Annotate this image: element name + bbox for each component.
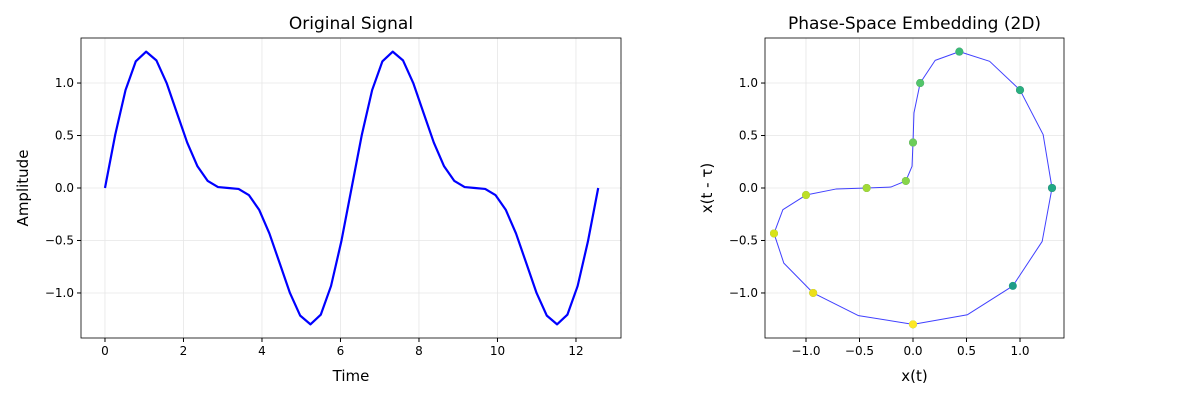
x-tick-label: 2 xyxy=(180,344,188,358)
x-tick-label: 0.0 xyxy=(903,344,922,358)
scatter-point xyxy=(1016,86,1025,95)
x-tick-label: 6 xyxy=(337,344,345,358)
scatter-point xyxy=(909,138,918,147)
y-tick-label: 1.0 xyxy=(739,76,758,90)
y-tick-label: −0.5 xyxy=(729,233,758,247)
chart-title: Phase-Space Embedding (2D) xyxy=(788,14,1041,34)
y-axis-label: x(t - τ) xyxy=(698,163,716,213)
y-tick-label: 0.5 xyxy=(739,129,758,143)
subplot: −1.0 −0.5 0.0 0.5 1.0 −1.0 −0.5 0.0 0.5 1.0 Phase-… xyxy=(698,14,1065,385)
axes-frame xyxy=(80,37,622,339)
y-tick-label: 0.0 xyxy=(739,181,758,195)
x-tick-label: −0.5 xyxy=(845,344,874,358)
y-tick-label: 0.5 xyxy=(55,129,74,143)
x-tick-label: 12 xyxy=(568,344,583,358)
scatter-point xyxy=(955,47,964,56)
data-line xyxy=(103,50,600,326)
scatter-point xyxy=(916,79,925,88)
scatter-point xyxy=(1048,184,1057,192)
y-tick-label: 1.0 xyxy=(55,76,74,90)
axes-frame xyxy=(764,37,1065,339)
x-tick-label: 8 xyxy=(415,344,423,358)
scatter-point xyxy=(862,184,871,192)
chart-title: Original Signal xyxy=(289,14,413,34)
x-tick-label: 0 xyxy=(101,344,109,358)
scatter-point xyxy=(1008,281,1017,290)
x-axis-label: x(t) xyxy=(901,367,927,385)
y-tick-label: −1.0 xyxy=(45,286,74,300)
y-tick-label: −0.5 xyxy=(45,233,74,247)
scatter-point xyxy=(909,320,918,329)
y-tick-label: 0.0 xyxy=(55,181,74,195)
x-tick-label: 1.0 xyxy=(1010,344,1029,358)
x-tick-label: 4 xyxy=(258,344,266,358)
x-tick-label: −1.0 xyxy=(791,344,820,358)
x-axis-label: Time xyxy=(332,367,370,385)
subplot: 0 2 4 6 8 10 12 −1.0 −0.5 0.0 0.5 1.0 Original Signa… xyxy=(14,14,622,385)
y-tick-label: −1.0 xyxy=(729,286,758,300)
scatter-point xyxy=(901,176,910,185)
scatter-point xyxy=(801,191,810,200)
scatter-point xyxy=(809,288,818,297)
y-axis-label: Amplitude xyxy=(14,150,32,227)
x-tick-label: 10 xyxy=(490,344,505,358)
scatter-point xyxy=(769,229,778,238)
x-tick-label: 0.5 xyxy=(957,344,976,358)
